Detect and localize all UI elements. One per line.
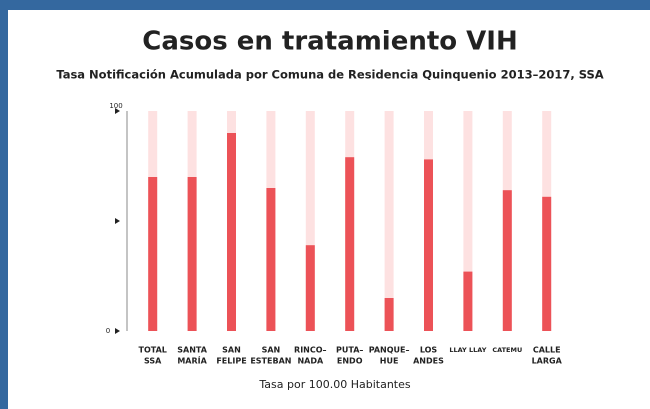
x-tick-label: PANQUE– <box>369 346 410 355</box>
bar <box>424 159 433 331</box>
x-tick-label: CATEMU <box>492 346 522 354</box>
y-tick-mark <box>115 218 120 224</box>
y-tick-mark <box>115 108 120 114</box>
bar <box>384 298 394 331</box>
x-tick-label: HUE <box>380 357 399 366</box>
x-tick-label: SAN <box>222 346 241 355</box>
x-tick-label: MARÍA <box>177 355 207 366</box>
bar <box>542 196 552 331</box>
chart-title: Casos en tratamiento VIH <box>142 27 518 57</box>
x-tick-label: FELIPE <box>216 357 246 366</box>
x-tick-label: SANTA <box>177 346 207 355</box>
x-axis-label: Tasa por 100.00 Habitantes <box>258 378 410 391</box>
x-tick-label: SAN <box>262 346 281 355</box>
x-tick-label: LLAY LLAY <box>449 346 486 354</box>
x-tick-label: NADA <box>297 357 324 366</box>
x-tick-label: PUTA– <box>336 346 363 355</box>
bar <box>502 190 512 331</box>
bar <box>266 188 276 331</box>
x-tick-label: ENDO <box>337 357 363 366</box>
y-tick-mark <box>115 328 120 334</box>
bar <box>187 177 197 331</box>
y-tick-label: 100 <box>109 102 122 110</box>
bar <box>148 177 158 331</box>
x-tick-label: ANDES <box>413 357 444 366</box>
chart-subtitle: Tasa Notificación Acumulada por Comuna d… <box>56 68 603 82</box>
x-tick-label: LARGA <box>532 357 563 366</box>
bar <box>463 271 473 331</box>
bar-track <box>384 111 394 331</box>
bar <box>305 245 315 331</box>
x-tick-label: LOS <box>420 346 438 355</box>
x-tick-label: RINCO– <box>294 346 327 355</box>
bar <box>345 157 355 331</box>
x-tick-label: CALLE <box>533 346 561 355</box>
y-tick-label: 0 <box>106 327 110 335</box>
bar-track <box>463 111 473 331</box>
bar <box>227 133 236 331</box>
x-tick-label: SSA <box>144 357 162 366</box>
x-tick-label: ESTEBAN <box>250 357 291 366</box>
x-tick-label: TOTAL <box>139 346 167 355</box>
bar-track <box>305 111 315 331</box>
